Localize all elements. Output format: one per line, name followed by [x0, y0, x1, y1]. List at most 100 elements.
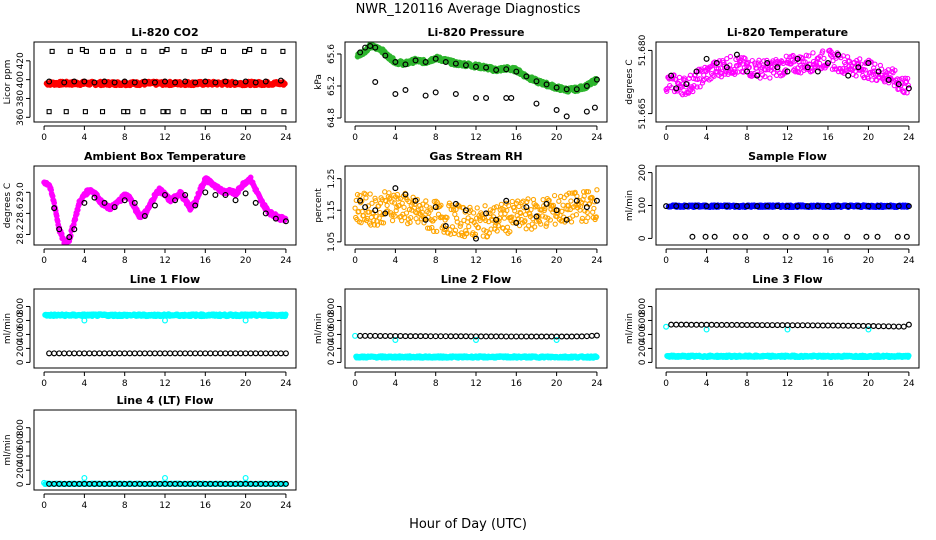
data-point [503, 94, 510, 101]
data-point [262, 350, 269, 357]
data-point [126, 350, 133, 357]
y-tick-label: 51.665 [638, 98, 648, 130]
data-point [552, 221, 558, 227]
data-point [817, 60, 823, 67]
data-point [593, 76, 600, 83]
data-point [493, 216, 500, 223]
data-point [824, 322, 831, 329]
data-point [397, 332, 404, 339]
x-tick-label: 24 [280, 379, 292, 389]
data-point [584, 209, 590, 216]
x-tick-label: 8 [744, 133, 750, 143]
data-point [56, 226, 63, 233]
x-tick-label: 12 [782, 256, 793, 266]
data-point [589, 194, 595, 201]
data-point [172, 197, 179, 204]
data-point [384, 202, 390, 209]
y-tick-label: 800 [638, 298, 648, 315]
data-point [402, 86, 409, 93]
data-point [591, 205, 597, 212]
data-point [357, 49, 364, 56]
data-point [432, 333, 439, 340]
data-point [683, 321, 690, 328]
data-point [222, 78, 229, 85]
data-point [453, 206, 459, 213]
data-point [865, 60, 872, 67]
data-point [563, 86, 570, 93]
data-point [764, 203, 771, 210]
data-point [591, 104, 598, 111]
data-point [56, 350, 63, 357]
data-point [744, 322, 751, 329]
data-point [553, 84, 560, 91]
data-point [363, 195, 369, 201]
data-point [483, 333, 490, 340]
data-point [408, 214, 414, 221]
data-point [553, 106, 560, 113]
data-point [162, 78, 169, 85]
x-tick-label: 8 [433, 133, 439, 143]
data-point [111, 204, 118, 211]
data-point [524, 199, 530, 205]
data-point [533, 333, 540, 340]
data-point [594, 187, 600, 193]
plot-area [663, 202, 912, 240]
data-point [894, 76, 901, 82]
data-point [277, 350, 284, 357]
data-point [160, 109, 166, 115]
data-point [463, 228, 469, 234]
data-point [690, 88, 696, 95]
y-tick-label: 400 [16, 447, 26, 464]
x-tick-label: 20 [551, 379, 563, 389]
data-point [719, 70, 725, 77]
data-point [742, 233, 749, 240]
data-point [403, 210, 410, 216]
data-point [903, 233, 910, 240]
data-point [733, 51, 740, 58]
data-point [151, 202, 158, 209]
data-point [452, 90, 459, 97]
data-point [732, 233, 739, 240]
data-point [473, 235, 480, 242]
data-point [703, 326, 710, 333]
data-point [782, 233, 789, 240]
data-point [473, 63, 480, 70]
data-point [713, 321, 720, 328]
data-point [498, 333, 505, 340]
data-point [121, 197, 128, 204]
data-point [192, 350, 199, 357]
data-point [473, 337, 480, 344]
x-tick-label: 16 [511, 133, 523, 143]
data-point [357, 197, 364, 204]
x-tick-label: 8 [433, 379, 439, 389]
data-point [368, 222, 374, 228]
data-point [458, 221, 464, 227]
x-tick-label: 24 [903, 379, 915, 389]
data-point [862, 67, 868, 73]
data-point [470, 210, 477, 216]
data-point [498, 211, 504, 217]
data-point [742, 55, 748, 62]
data-point [478, 333, 485, 340]
y-tick-label: 600 [16, 312, 26, 329]
data-point [91, 79, 98, 86]
data-point [220, 48, 226, 54]
data-point [232, 350, 239, 357]
data-point [206, 46, 212, 53]
data-point [756, 57, 762, 63]
data-point [588, 332, 595, 339]
x-tick-label: 24 [591, 256, 603, 266]
data-point [534, 203, 540, 210]
data-point [573, 333, 580, 340]
data-point [820, 48, 826, 54]
y-tick-label: 200 [327, 340, 337, 357]
panel-title: Li-820 CO2 [131, 26, 198, 39]
y-tick-label: 1.15 [327, 200, 337, 220]
data-point [200, 109, 206, 115]
plot-frame [655, 288, 920, 369]
data-point [422, 58, 429, 65]
data-point [162, 317, 169, 324]
x-tick-label: 16 [200, 501, 212, 511]
data-point [180, 109, 186, 115]
data-point [121, 350, 128, 357]
